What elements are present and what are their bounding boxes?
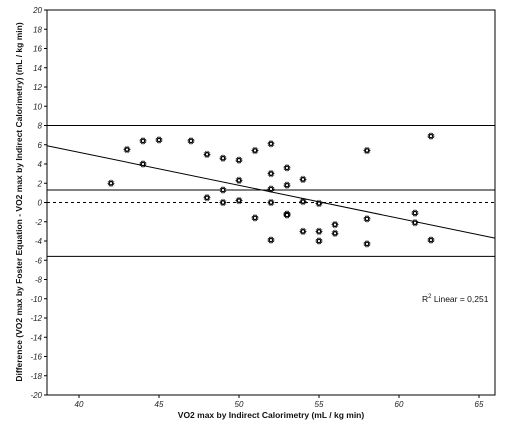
data-point	[266, 184, 276, 194]
y-axis-ticks: 20181614121086420-2-4-6-8-10-12-14-16-18…	[30, 6, 47, 400]
data-points	[106, 131, 436, 249]
data-point	[330, 228, 340, 238]
data-point	[410, 208, 420, 218]
y-tick-label: -14	[30, 333, 42, 342]
data-point	[362, 146, 372, 155]
y-tick-label: -2	[35, 218, 43, 227]
data-point	[218, 185, 228, 195]
x-tick-label: 50	[235, 400, 244, 409]
data-point	[282, 210, 292, 220]
data-point	[298, 197, 308, 206]
data-point	[314, 227, 324, 236]
r2-label: R	[422, 294, 428, 304]
data-point	[186, 136, 196, 146]
data-point	[218, 153, 228, 163]
y-tick-label: -6	[35, 256, 43, 265]
x-tick-label: 40	[75, 400, 84, 409]
y-tick-label: 16	[33, 45, 42, 54]
data-point	[106, 178, 116, 188]
data-point	[266, 139, 276, 149]
y-tick-label: -10	[30, 295, 42, 304]
data-point	[234, 176, 244, 185]
y-tick-label: 4	[38, 160, 43, 169]
x-tick-label: 60	[395, 400, 404, 409]
data-point	[298, 175, 308, 184]
data-point	[154, 135, 164, 145]
data-point	[122, 145, 132, 154]
data-point	[330, 220, 340, 229]
y-tick-label: 20	[32, 6, 42, 15]
x-axis-ticks: 40 45 50 55 60 65	[75, 395, 484, 409]
data-point	[266, 235, 276, 245]
data-point	[138, 159, 148, 169]
data-point	[282, 163, 292, 173]
data-point	[250, 146, 260, 155]
data-point	[218, 198, 228, 207]
y-tick-label: -12	[30, 314, 42, 323]
y-axis-label: Difference (VO2 max by Foster Equation -…	[14, 22, 24, 381]
y-tick-label: 6	[38, 141, 43, 150]
data-point	[266, 198, 276, 207]
y-tick-label: -20	[30, 391, 42, 400]
data-point	[314, 236, 324, 246]
r2-superscript: 2	[428, 294, 432, 300]
data-point	[426, 235, 436, 245]
y-tick-label: 2	[37, 179, 43, 188]
r2-annotation: R2 Linear = 0,251	[422, 294, 489, 304]
data-point	[266, 169, 276, 178]
data-point	[282, 180, 292, 190]
data-point	[234, 196, 244, 205]
y-tick-label: 0	[38, 199, 43, 208]
data-point	[362, 239, 372, 249]
y-tick-label: 18	[33, 25, 42, 34]
data-point	[426, 131, 436, 141]
x-tick-label: 65	[475, 400, 484, 409]
x-tick-label: 55	[315, 400, 324, 409]
y-tick-label: -16	[30, 353, 42, 362]
y-tick-label: -18	[30, 372, 42, 381]
y-tick-label: 8	[38, 122, 43, 131]
data-point	[202, 150, 212, 159]
y-tick-label: 10	[33, 102, 42, 111]
data-point	[362, 214, 372, 224]
r2-text: Linear = 0,251	[431, 294, 488, 304]
data-point	[202, 193, 212, 203]
data-point	[298, 227, 308, 236]
y-tick-label: -4	[35, 237, 43, 246]
data-point	[234, 155, 244, 165]
x-axis-label: VO2 max by Indirect Calorimetry (mL / kg…	[178, 410, 365, 420]
data-point	[250, 213, 260, 223]
x-tick-label: 45	[155, 400, 164, 409]
data-point	[410, 218, 420, 228]
data-point	[314, 199, 324, 208]
data-point	[138, 136, 148, 146]
y-tick-label: 12	[33, 83, 42, 92]
y-tick-label: -8	[35, 276, 43, 285]
y-tick-label: 14	[33, 64, 42, 73]
